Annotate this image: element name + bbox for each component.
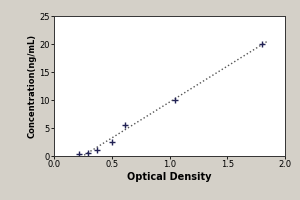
Y-axis label: Concentration(ng/mL): Concentration(ng/mL) [28, 34, 37, 138]
X-axis label: Optical Density: Optical Density [127, 172, 212, 182]
